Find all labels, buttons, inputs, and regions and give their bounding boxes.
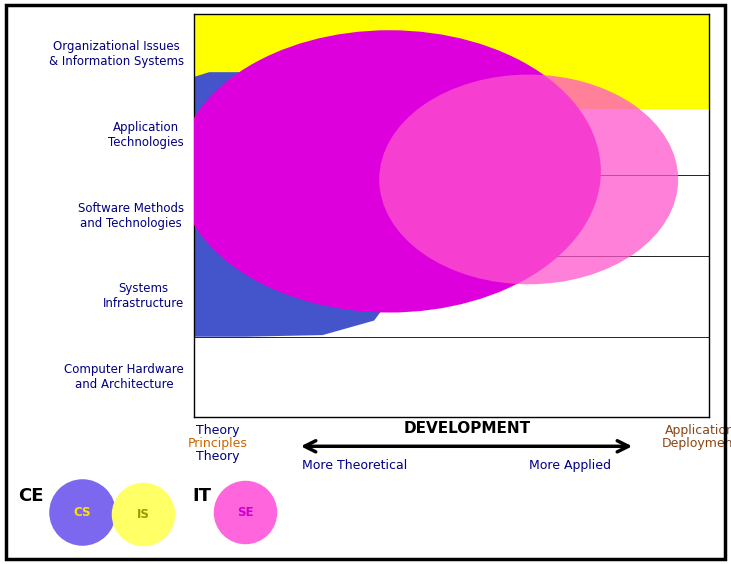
Text: Organizational Issues
& Information Systems: Organizational Issues & Information Syst… bbox=[49, 41, 184, 68]
Text: SE: SE bbox=[237, 506, 253, 519]
Text: Software Methods
and Technologies: Software Methods and Technologies bbox=[78, 202, 184, 230]
Text: More Applied: More Applied bbox=[529, 459, 611, 472]
Text: Systems
Infrastructure: Systems Infrastructure bbox=[103, 283, 184, 310]
Text: More Theoretical: More Theoretical bbox=[303, 459, 408, 472]
Point bbox=[132, 514, 144, 523]
Point bbox=[245, 513, 257, 522]
Ellipse shape bbox=[379, 74, 678, 284]
Text: Theory: Theory bbox=[196, 424, 240, 437]
Text: IT: IT bbox=[192, 487, 211, 505]
Point bbox=[76, 508, 88, 517]
Ellipse shape bbox=[178, 30, 601, 312]
Point bbox=[68, 503, 80, 512]
Text: CE: CE bbox=[18, 487, 44, 505]
Text: IS: IS bbox=[137, 508, 149, 521]
Bar bbox=[194, 14, 709, 109]
Text: DEVELOPMENT: DEVELOPMENT bbox=[404, 421, 531, 437]
Point bbox=[144, 504, 156, 513]
Text: Deployment: Deployment bbox=[662, 437, 731, 450]
Point bbox=[239, 508, 251, 517]
Text: CS: CS bbox=[73, 506, 91, 519]
Point bbox=[137, 510, 149, 519]
Point bbox=[81, 514, 93, 523]
Text: Application
Technologies: Application Technologies bbox=[108, 121, 184, 149]
Text: Principles: Principles bbox=[188, 437, 248, 450]
Point bbox=[232, 503, 244, 512]
Text: Theory: Theory bbox=[196, 450, 240, 463]
Text: Computer Hardware
and Architecture: Computer Hardware and Architecture bbox=[64, 363, 184, 391]
Polygon shape bbox=[194, 72, 431, 337]
Text: Application: Application bbox=[665, 424, 731, 437]
